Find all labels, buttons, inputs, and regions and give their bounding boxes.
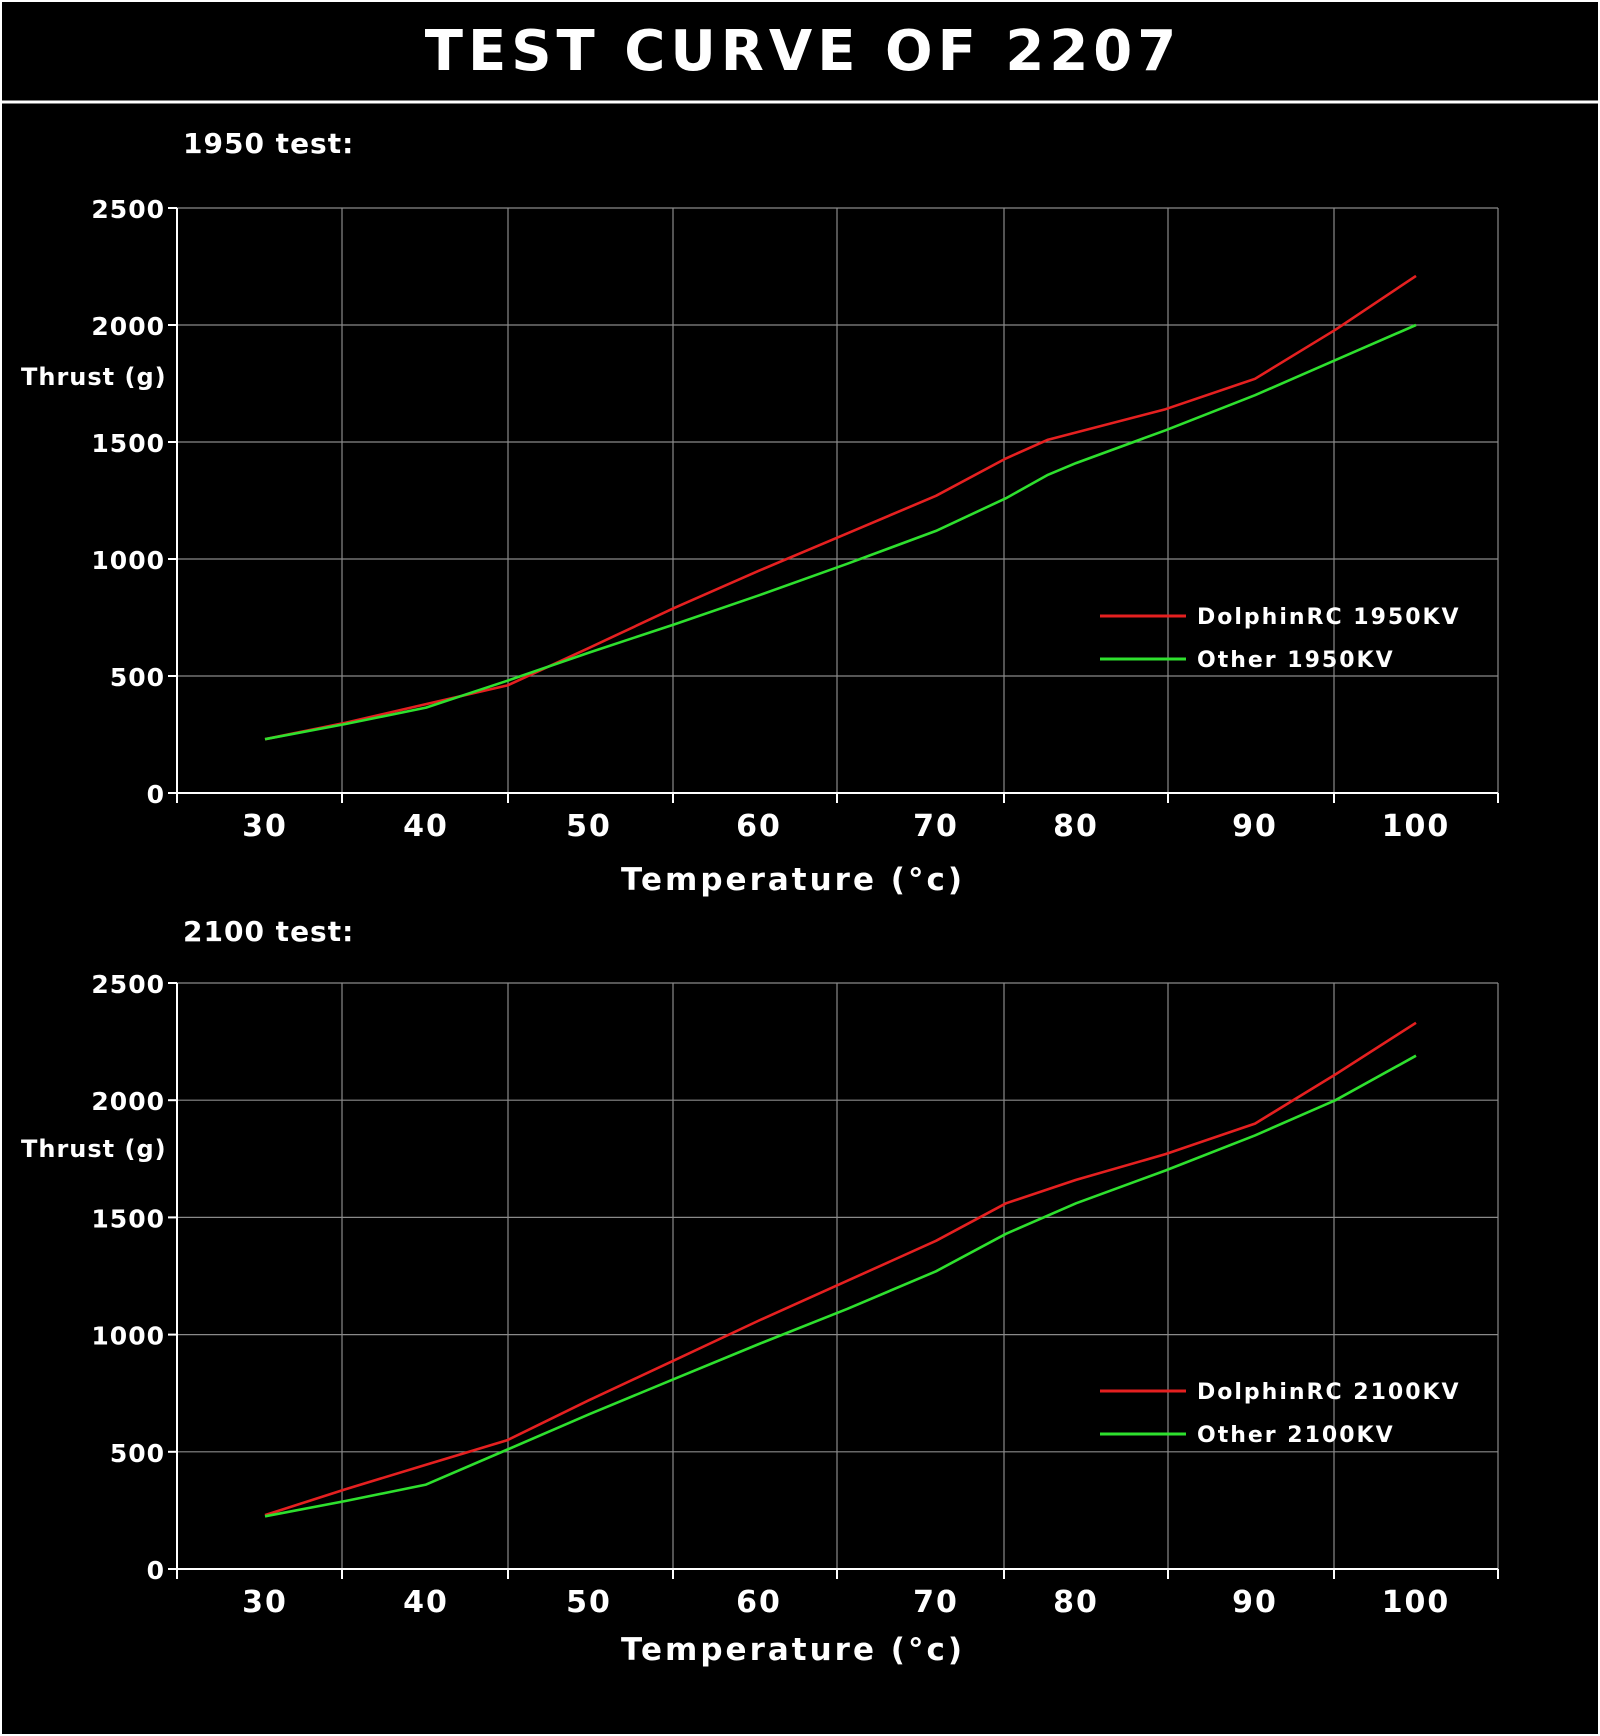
y-tick-label: 2500 xyxy=(91,970,165,999)
legend-label: DolphinRC 2100KV xyxy=(1197,1380,1461,1405)
x-tick-label: 40 xyxy=(403,809,449,844)
x-tick-label: 90 xyxy=(1232,809,1278,844)
x-tick-label: 80 xyxy=(1053,809,1099,844)
y-tick-label: 2500 xyxy=(91,195,165,224)
chart-title: 1950 test: xyxy=(183,127,354,160)
y-tick-label: 1500 xyxy=(91,429,165,458)
x-tick-label: 90 xyxy=(1232,1585,1278,1620)
y-tick-label: 1000 xyxy=(91,546,165,575)
page-title: TEST CURVE OF 2207 xyxy=(425,19,1181,84)
chart-title: 2100 test: xyxy=(183,915,354,948)
x-tick-label: 100 xyxy=(1382,1585,1451,1620)
x-tick-label: 60 xyxy=(736,1585,782,1620)
x-tick-label: 30 xyxy=(242,1585,288,1620)
x-tick-label: 70 xyxy=(913,1585,959,1620)
y-tick-label: 1500 xyxy=(91,1204,165,1233)
x-tick-label: 30 xyxy=(242,809,288,844)
chart-1: 1950 test: 0 500 1000 1500 2000 2500 30 40 50 60 70… xyxy=(21,127,1499,898)
x-tick-label: 40 xyxy=(403,1585,449,1620)
y-tick-label: 2000 xyxy=(91,1087,165,1116)
y-axis-label: Thrust (g) xyxy=(21,1135,167,1163)
legend-label: Other 1950KV xyxy=(1197,648,1395,673)
x-tick-label: 70 xyxy=(913,809,959,844)
y-tick-label: 0 xyxy=(147,1556,165,1585)
series-line-2 xyxy=(264,1054,1417,1518)
x-tick-label: 60 xyxy=(736,809,782,844)
chart-2: 2100 test: 0 500 1000 1500 2000 2500 30 40 50 60 70… xyxy=(21,915,1499,1668)
x-tick-label: 80 xyxy=(1053,1585,1099,1620)
x-tick-label: 100 xyxy=(1382,809,1451,844)
y-tick-label: 1000 xyxy=(91,1322,165,1351)
legend-label: Other 2100KV xyxy=(1197,1423,1395,1448)
y-axis-label: Thrust (g) xyxy=(21,363,167,391)
series-line-1 xyxy=(264,1021,1417,1517)
y-tick-label: 500 xyxy=(110,663,165,692)
x-tick-label: 50 xyxy=(566,1585,612,1620)
x-axis-label: Temperature (°c) xyxy=(621,1632,965,1668)
x-axis-label: Temperature (°c) xyxy=(621,862,965,898)
x-tick-label: 50 xyxy=(566,809,612,844)
y-tick-label: 0 xyxy=(147,780,165,809)
y-tick-label: 500 xyxy=(110,1439,165,1468)
series-line-2 xyxy=(264,323,1417,741)
legend-label: DolphinRC 1950KV xyxy=(1197,605,1461,630)
y-tick-label: 2000 xyxy=(91,312,165,341)
